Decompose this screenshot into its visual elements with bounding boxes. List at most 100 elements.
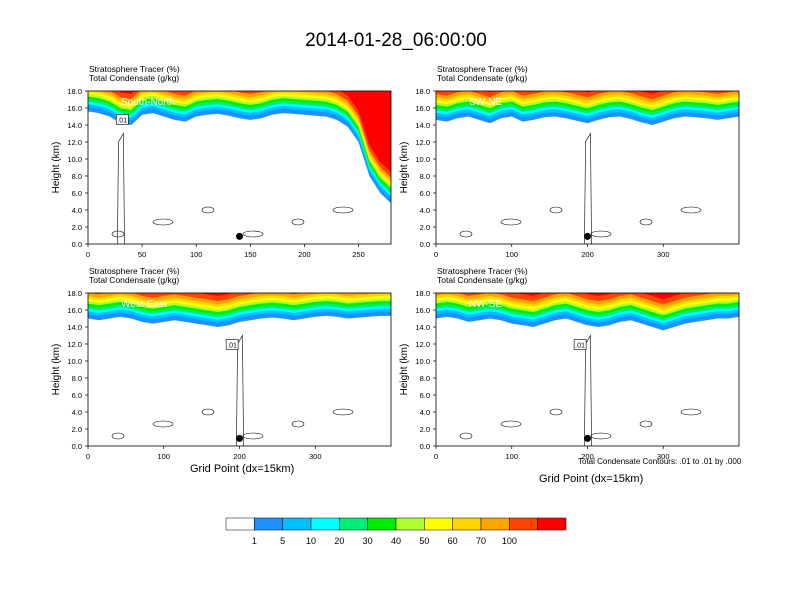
panel-sw-ne: [433, 90, 740, 247]
condensate-contour: [680, 408, 702, 416]
y-tick-label: 14.0: [67, 323, 82, 332]
x-tick-label: 50: [138, 250, 146, 259]
y-tick-label: 4.0: [420, 408, 430, 417]
location-marker: [584, 434, 591, 442]
x-tick-label: 100: [190, 250, 203, 259]
location-marker: [236, 232, 243, 240]
x-tick-label: 300: [657, 452, 670, 461]
y-tick-label: 12.0: [67, 138, 82, 147]
panel-fill: [436, 91, 739, 244]
panel-header-tracer: Stratosphere Tracer (%): [89, 64, 180, 74]
colorbar-swatch: [480, 517, 510, 531]
tracer-band-10: [436, 91, 739, 100]
panel-fill: [436, 293, 739, 446]
condensate-contour: [459, 230, 473, 238]
condensate-contour: [500, 420, 522, 428]
x-tick-label: 200: [233, 452, 246, 461]
x-tick-label: 200: [581, 452, 594, 461]
y-tick-label: 12.0: [415, 340, 430, 349]
x-tick-label: 100: [157, 452, 170, 461]
y-tick-label: 8.0: [72, 172, 82, 181]
panel-header-condensate: Total Condensate (g/kg): [89, 73, 179, 83]
condensate-contour: [459, 432, 473, 440]
colorbar-label: 60: [448, 536, 458, 546]
location-marker: [584, 232, 591, 240]
y-tick-label: 16.0: [415, 104, 430, 113]
x-tick-label: 0: [434, 452, 438, 461]
condensate-contour: [590, 432, 612, 440]
colorbar-label: 10: [306, 536, 316, 546]
y-axis-label: Height (km): [51, 344, 62, 396]
x-axis-label-right: Grid Point (dx=15km): [539, 473, 644, 485]
condensate-contour: [332, 408, 354, 416]
colorbar-swatch: [339, 517, 368, 531]
contour-label: .01: [575, 342, 585, 349]
tracer-band-10: [88, 293, 391, 302]
y-tick-label: 18.0: [415, 289, 430, 298]
panel-nw-se: [433, 292, 740, 449]
y-tick-label: 2.0: [72, 223, 82, 232]
panel-header-condensate: Total Condensate (g/kg): [89, 275, 179, 285]
colorbar-label: 50: [419, 536, 429, 546]
x-tick-label: 100: [505, 250, 518, 259]
colorbar-label: 70: [476, 536, 486, 546]
condensate-contour: [639, 420, 653, 428]
y-tick-label: 6.0: [72, 189, 82, 198]
panel-label: SW-NE: [469, 97, 502, 108]
y-tick-label: 0.0: [72, 240, 82, 249]
tracer-band-11: [88, 91, 391, 173]
colorbar-swatch: [395, 517, 425, 531]
condensate-contour-tall: [584, 334, 592, 446]
contour-label: .01: [227, 342, 237, 349]
y-tick-label: 14.0: [415, 121, 430, 130]
x-tick-label: 100: [505, 452, 518, 461]
tracer-band-11: [436, 91, 739, 94]
y-tick-label: 16.0: [67, 104, 82, 113]
x-tick-label: 250: [352, 250, 365, 259]
panel-header-tracer: Stratosphere Tracer (%): [89, 266, 180, 276]
contour-label-box: [573, 339, 587, 350]
y-tick-label: 14.0: [415, 323, 430, 332]
condensate-contour: [242, 432, 264, 440]
y-tick-label: 2.0: [420, 425, 430, 434]
y-tick-label: 0.0: [72, 442, 82, 451]
y-tick-label: 4.0: [420, 206, 430, 215]
y-tick-label: 8.0: [420, 374, 430, 383]
y-tick-label: 4.0: [72, 408, 82, 417]
x-tick-label: 200: [581, 250, 594, 259]
condensate-contour: [201, 408, 215, 416]
x-tick-label: 200: [298, 250, 311, 259]
colorbar-label: 40: [391, 536, 401, 546]
panel-south-north: [85, 90, 392, 247]
condensate-contour: [680, 206, 702, 214]
y-tick-label: 8.0: [72, 374, 82, 383]
condensate-contour: [590, 230, 612, 238]
footnote: Total Condensate Contours: .01 to .01 by…: [578, 457, 742, 466]
x-tick-label: 0: [434, 250, 438, 259]
condensate-contour-tall: [584, 132, 592, 244]
y-tick-label: 6.0: [420, 391, 430, 400]
y-tick-label: 18.0: [415, 87, 430, 96]
colorbar-swatch: [452, 517, 482, 531]
y-tick-label: 6.0: [72, 391, 82, 400]
y-tick-label: 10.0: [67, 155, 82, 164]
y-tick-label: 0.0: [420, 442, 430, 451]
contour-label-box: [116, 114, 129, 125]
y-tick-label: 16.0: [67, 306, 82, 315]
condensate-contour: [111, 432, 125, 440]
colorbar-swatch: [310, 517, 340, 531]
panel-header-tracer: Stratosphere Tracer (%): [437, 266, 528, 276]
colorbar-swatch: [225, 517, 255, 531]
colorbar-label: 1: [252, 536, 257, 546]
condensate-contour: [500, 218, 522, 226]
y-tick-label: 8.0: [420, 172, 430, 181]
colorbar-label: 100: [502, 536, 517, 546]
condensate-contour: [152, 420, 174, 428]
y-tick-label: 12.0: [67, 340, 82, 349]
condensate-contour: [152, 218, 174, 226]
y-tick-label: 6.0: [420, 189, 430, 198]
tracer-band-11: [436, 293, 739, 300]
condensate-contour: [201, 206, 215, 214]
y-tick-label: 2.0: [72, 425, 82, 434]
